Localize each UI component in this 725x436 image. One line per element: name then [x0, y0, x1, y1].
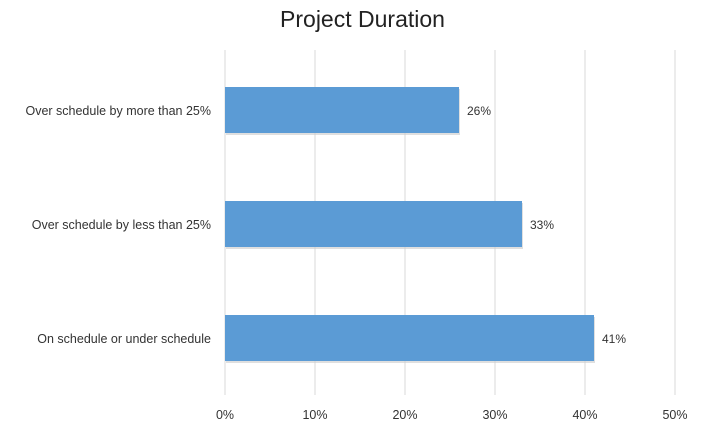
category-label: On schedule or under schedule: [37, 332, 211, 346]
x-tick-label: 50%: [662, 408, 687, 422]
x-tick-label: 10%: [302, 408, 327, 422]
x-tick-label: 0%: [216, 408, 234, 422]
category-label: Over schedule by less than 25%: [32, 218, 211, 232]
bar: [225, 201, 522, 247]
data-label: 41%: [602, 332, 626, 346]
data-label: 33%: [530, 218, 554, 232]
x-tick-label: 30%: [482, 408, 507, 422]
category-label: Over schedule by more than 25%: [25, 104, 211, 118]
x-tick-label: 40%: [572, 408, 597, 422]
chart-title: Project Duration: [280, 6, 445, 32]
x-tick-label: 20%: [392, 408, 417, 422]
data-label: 26%: [467, 104, 491, 118]
bar: [225, 315, 594, 361]
bar: [225, 87, 459, 133]
